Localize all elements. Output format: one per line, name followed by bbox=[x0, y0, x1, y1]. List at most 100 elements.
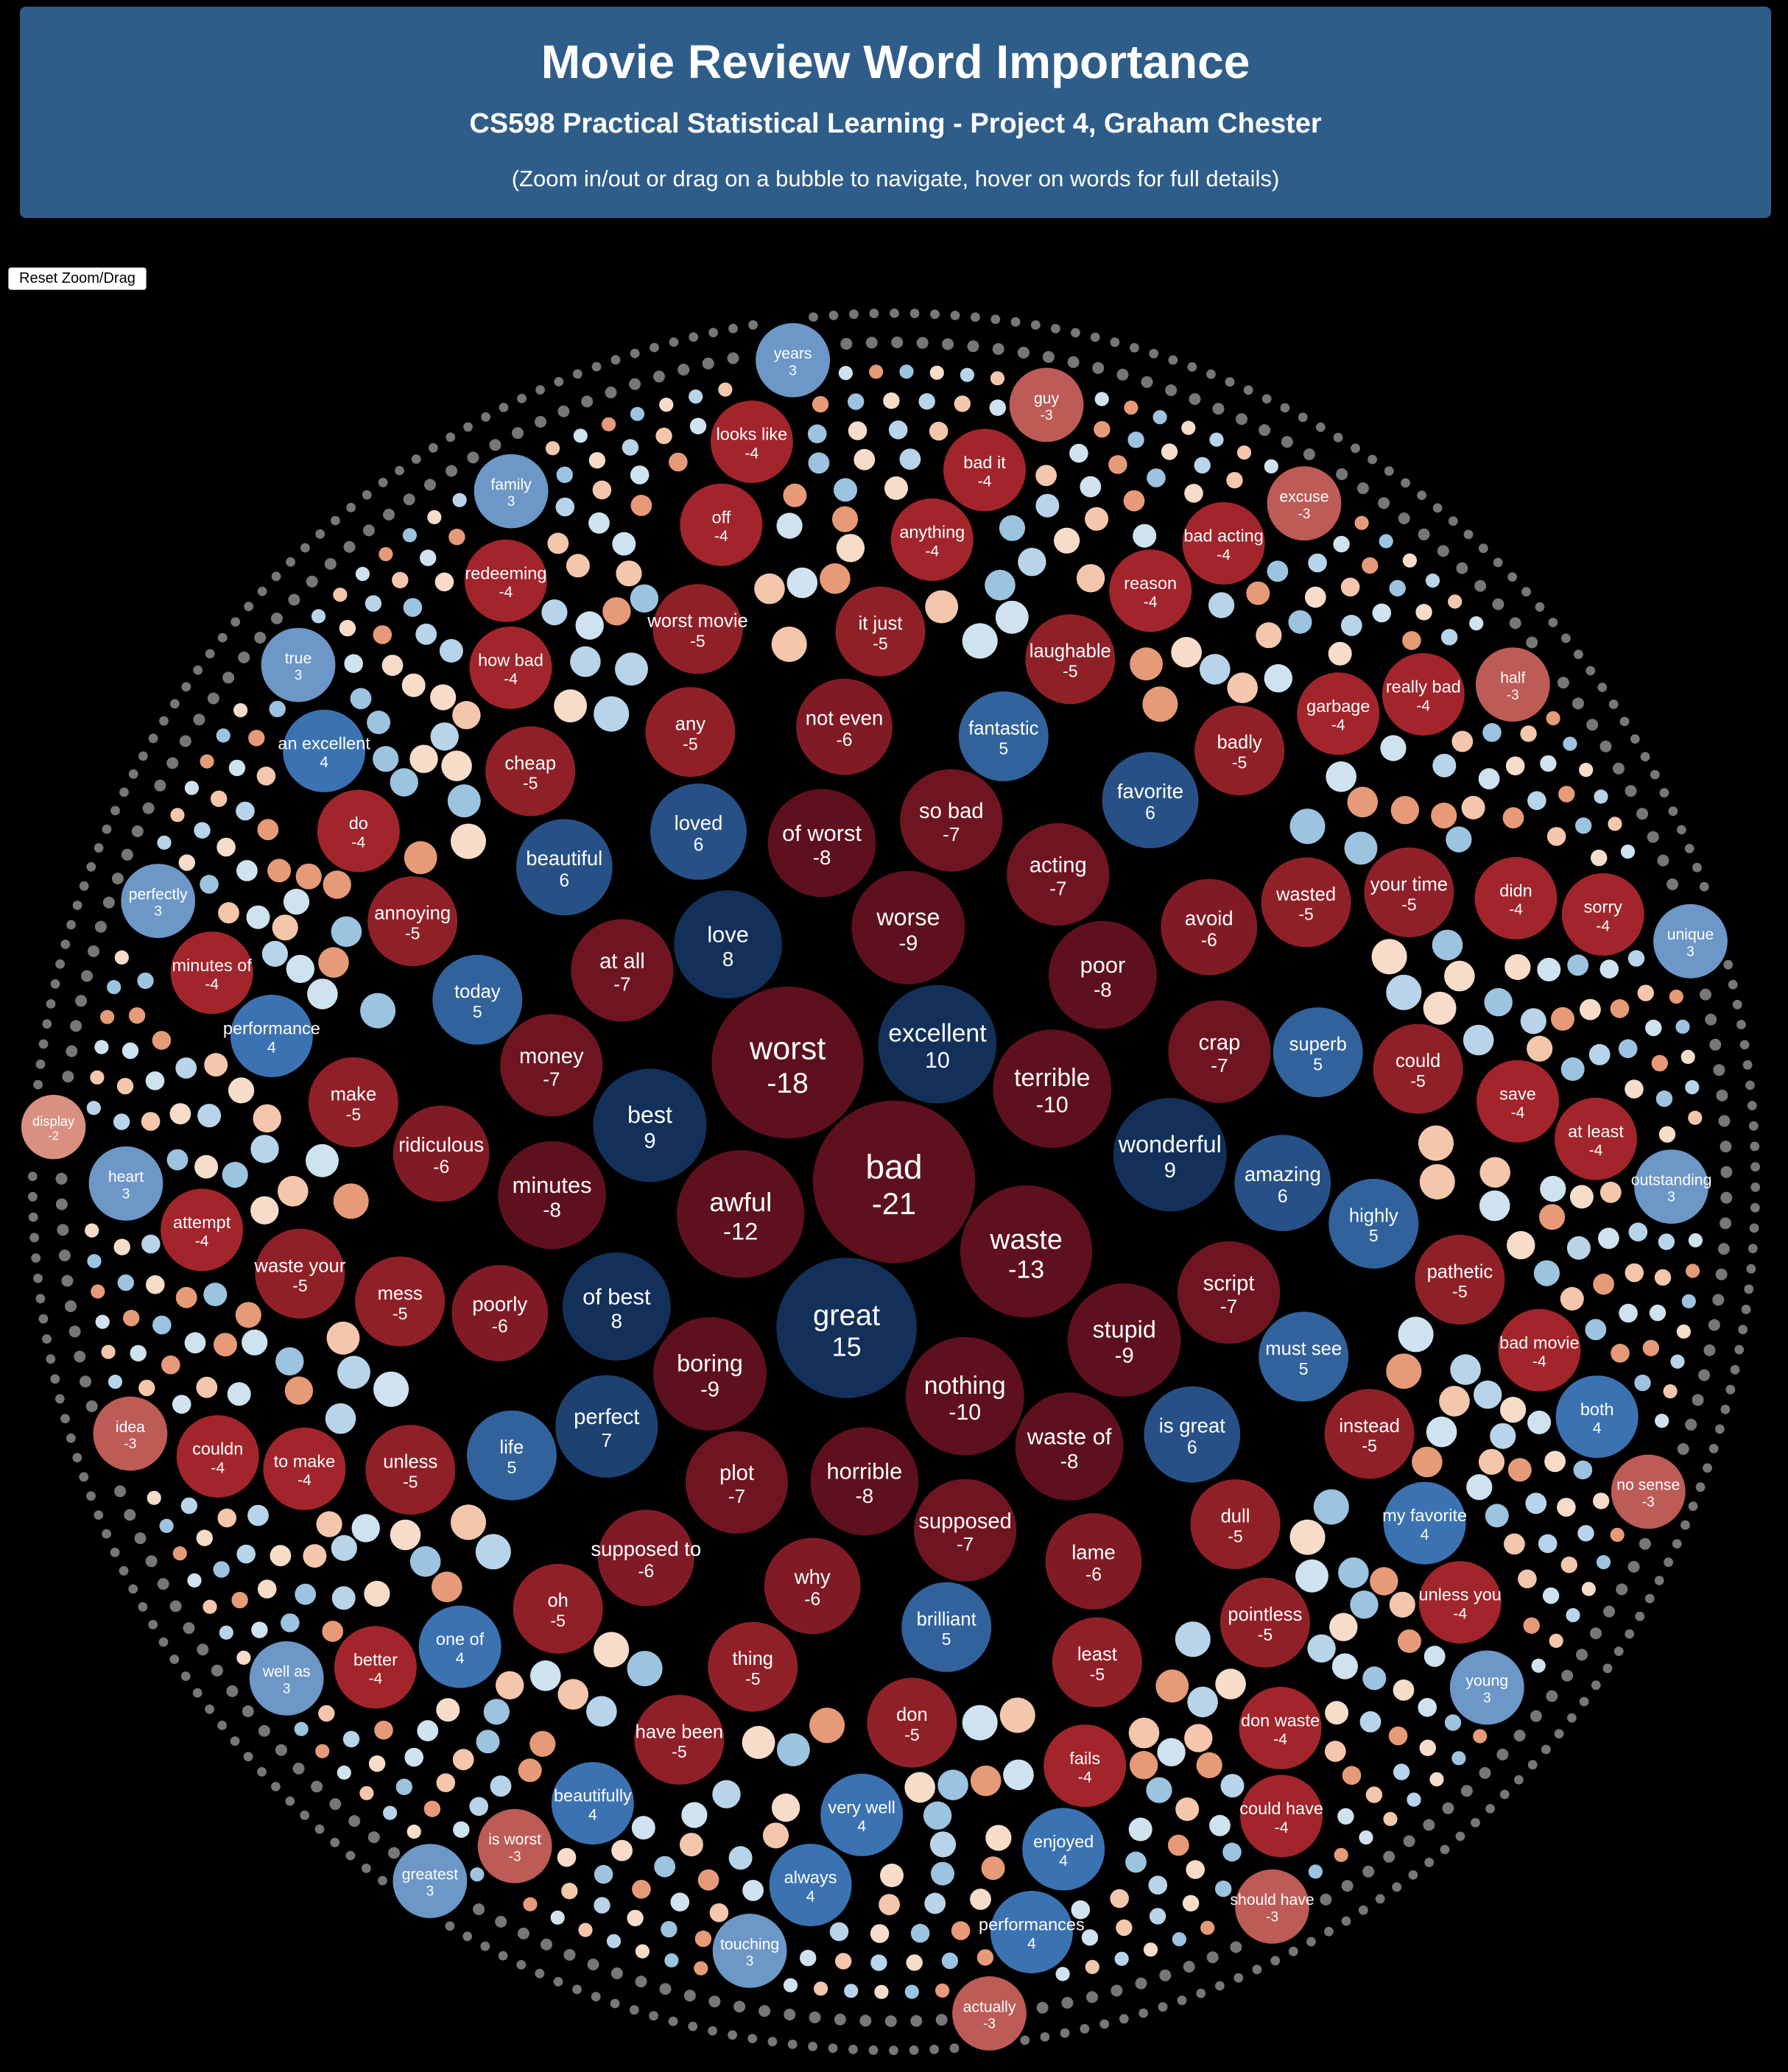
minor-word-bubble[interactable] bbox=[235, 1302, 261, 1328]
bubble-circle[interactable] bbox=[652, 584, 743, 674]
minor-word-bubble[interactable] bbox=[742, 1880, 764, 1901]
minor-word-bubble[interactable] bbox=[1581, 1582, 1596, 1596]
minor-word-bubble[interactable] bbox=[1341, 1916, 1351, 1926]
bubble-circle[interactable] bbox=[1267, 466, 1342, 541]
minor-word-bubble[interactable] bbox=[226, 1685, 239, 1697]
minor-word-bubble[interactable] bbox=[971, 312, 980, 323]
minor-word-bubble[interactable] bbox=[31, 1253, 41, 1263]
minor-word-bubble[interactable] bbox=[1152, 410, 1167, 425]
minor-word-bubble[interactable] bbox=[251, 1621, 268, 1638]
bubble-circle[interactable] bbox=[498, 1141, 606, 1250]
minor-word-bubble[interactable] bbox=[1333, 432, 1343, 443]
minor-word-bubble[interactable] bbox=[809, 312, 818, 322]
bubble-circle[interactable] bbox=[263, 1427, 346, 1510]
minor-word-bubble[interactable] bbox=[1372, 603, 1392, 623]
minor-word-bubble[interactable] bbox=[388, 1847, 400, 1859]
bubble-circle[interactable] bbox=[1113, 1098, 1227, 1212]
minor-word-bubble[interactable] bbox=[1189, 393, 1201, 405]
word-bubble[interactable]: have been-5 bbox=[634, 1694, 725, 1785]
word-bubble[interactable]: worse-9 bbox=[851, 870, 965, 984]
minor-word-bubble[interactable] bbox=[950, 311, 960, 320]
minor-word-bubble[interactable] bbox=[395, 1778, 412, 1795]
minor-word-bubble[interactable] bbox=[227, 1382, 251, 1406]
minor-word-bubble[interactable] bbox=[102, 896, 115, 909]
minor-word-bubble[interactable] bbox=[989, 399, 1007, 416]
bubble-circle[interactable] bbox=[1045, 1513, 1142, 1610]
minor-word-bubble[interactable] bbox=[1492, 598, 1504, 610]
minor-word-bubble[interactable] bbox=[888, 420, 908, 440]
minor-word-bubble[interactable] bbox=[1703, 1344, 1716, 1356]
minor-word-bubble[interactable] bbox=[1158, 2002, 1168, 2012]
bubble-circle[interactable] bbox=[121, 864, 196, 938]
minor-word-bubble[interactable] bbox=[1408, 1870, 1418, 1880]
minor-word-bubble[interactable] bbox=[1473, 1729, 1488, 1744]
minor-word-bubble[interactable] bbox=[424, 479, 436, 491]
bubble-circle[interactable] bbox=[1190, 1479, 1281, 1570]
minor-word-bubble[interactable] bbox=[1337, 1808, 1354, 1825]
minor-word-bubble[interactable] bbox=[1358, 1905, 1368, 1915]
minor-word-bubble[interactable] bbox=[286, 954, 314, 984]
minor-word-bubble[interactable] bbox=[1749, 1121, 1759, 1131]
minor-word-bubble[interactable] bbox=[228, 1077, 255, 1104]
minor-word-bubble[interactable] bbox=[318, 1705, 335, 1722]
word-bubble[interactable]: instead-5 bbox=[1324, 1389, 1415, 1479]
minor-word-bubble[interactable] bbox=[1017, 346, 1029, 359]
minor-word-bubble[interactable] bbox=[1315, 422, 1326, 432]
minor-word-bubble[interactable] bbox=[1418, 528, 1430, 540]
minor-word-bubble[interactable] bbox=[606, 1934, 622, 1948]
word-bubble[interactable]: awful-12 bbox=[677, 1150, 805, 1278]
minor-word-bubble[interactable] bbox=[242, 1705, 254, 1718]
minor-word-bubble[interactable] bbox=[1685, 1080, 1700, 1095]
minor-word-bubble[interactable] bbox=[783, 1978, 798, 1992]
minor-word-bubble[interactable] bbox=[848, 393, 865, 410]
minor-word-bubble[interactable] bbox=[179, 735, 191, 747]
minor-word-bubble[interactable] bbox=[236, 860, 258, 881]
minor-word-bubble[interactable] bbox=[962, 1705, 998, 1741]
minor-word-bubble[interactable] bbox=[1579, 1696, 1589, 1707]
minor-word-bubble[interactable] bbox=[257, 1579, 277, 1599]
minor-word-bubble[interactable] bbox=[1127, 431, 1144, 448]
minor-word-bubble[interactable] bbox=[217, 1720, 227, 1730]
minor-word-bubble[interactable] bbox=[970, 1765, 1002, 1797]
minor-word-bubble[interactable] bbox=[42, 1334, 52, 1344]
minor-word-bubble[interactable] bbox=[1069, 443, 1088, 463]
minor-word-bubble[interactable] bbox=[949, 2043, 960, 2054]
minor-word-bubble[interactable] bbox=[1577, 1525, 1594, 1542]
minor-word-bubble[interactable] bbox=[169, 1600, 182, 1613]
minor-word-bubble[interactable] bbox=[1544, 1451, 1566, 1473]
minor-word-bubble[interactable] bbox=[630, 584, 659, 613]
minor-word-bubble[interactable] bbox=[632, 1880, 651, 1899]
minor-word-bubble[interactable] bbox=[835, 1953, 852, 1970]
minor-word-bubble[interactable] bbox=[1371, 939, 1407, 975]
minor-word-bubble[interactable] bbox=[61, 1275, 74, 1287]
minor-word-bubble[interactable] bbox=[1439, 1386, 1470, 1417]
minor-word-bubble[interactable] bbox=[670, 1892, 690, 1911]
minor-word-bubble[interactable] bbox=[184, 1332, 206, 1354]
minor-word-bubble[interactable] bbox=[1308, 553, 1327, 573]
bubble-circle[interactable] bbox=[1561, 873, 1644, 956]
minor-word-bubble[interactable] bbox=[257, 1766, 267, 1777]
minor-word-bubble[interactable] bbox=[1557, 677, 1569, 689]
minor-word-bubble[interactable] bbox=[1505, 756, 1525, 775]
minor-word-bubble[interactable] bbox=[159, 1518, 174, 1533]
minor-word-bubble[interactable] bbox=[46, 1354, 56, 1364]
word-bubble[interactable]: sorry-4 bbox=[1561, 873, 1644, 956]
minor-word-bubble[interactable] bbox=[1602, 1663, 1613, 1674]
bubble-circle[interactable] bbox=[1611, 1454, 1686, 1529]
minor-word-bubble[interactable] bbox=[550, 1910, 565, 1925]
minor-word-bubble[interactable] bbox=[931, 1861, 954, 1886]
bubble-circle[interactable] bbox=[1102, 752, 1199, 848]
minor-word-bubble[interactable] bbox=[1474, 579, 1487, 592]
minor-word-bubble[interactable] bbox=[498, 1951, 508, 1961]
bubble-circle[interactable] bbox=[1007, 822, 1110, 926]
word-bubble[interactable]: make-5 bbox=[308, 1057, 398, 1147]
minor-word-bubble[interactable] bbox=[270, 612, 283, 624]
minor-word-bubble[interactable] bbox=[1398, 512, 1410, 524]
minor-word-bubble[interactable] bbox=[1306, 1937, 1316, 1947]
bubble-circle[interactable] bbox=[355, 1256, 446, 1347]
minor-word-bubble[interactable] bbox=[1720, 1166, 1733, 1178]
minor-word-bubble[interactable] bbox=[1384, 466, 1394, 476]
minor-word-bubble[interactable] bbox=[1613, 1646, 1624, 1656]
